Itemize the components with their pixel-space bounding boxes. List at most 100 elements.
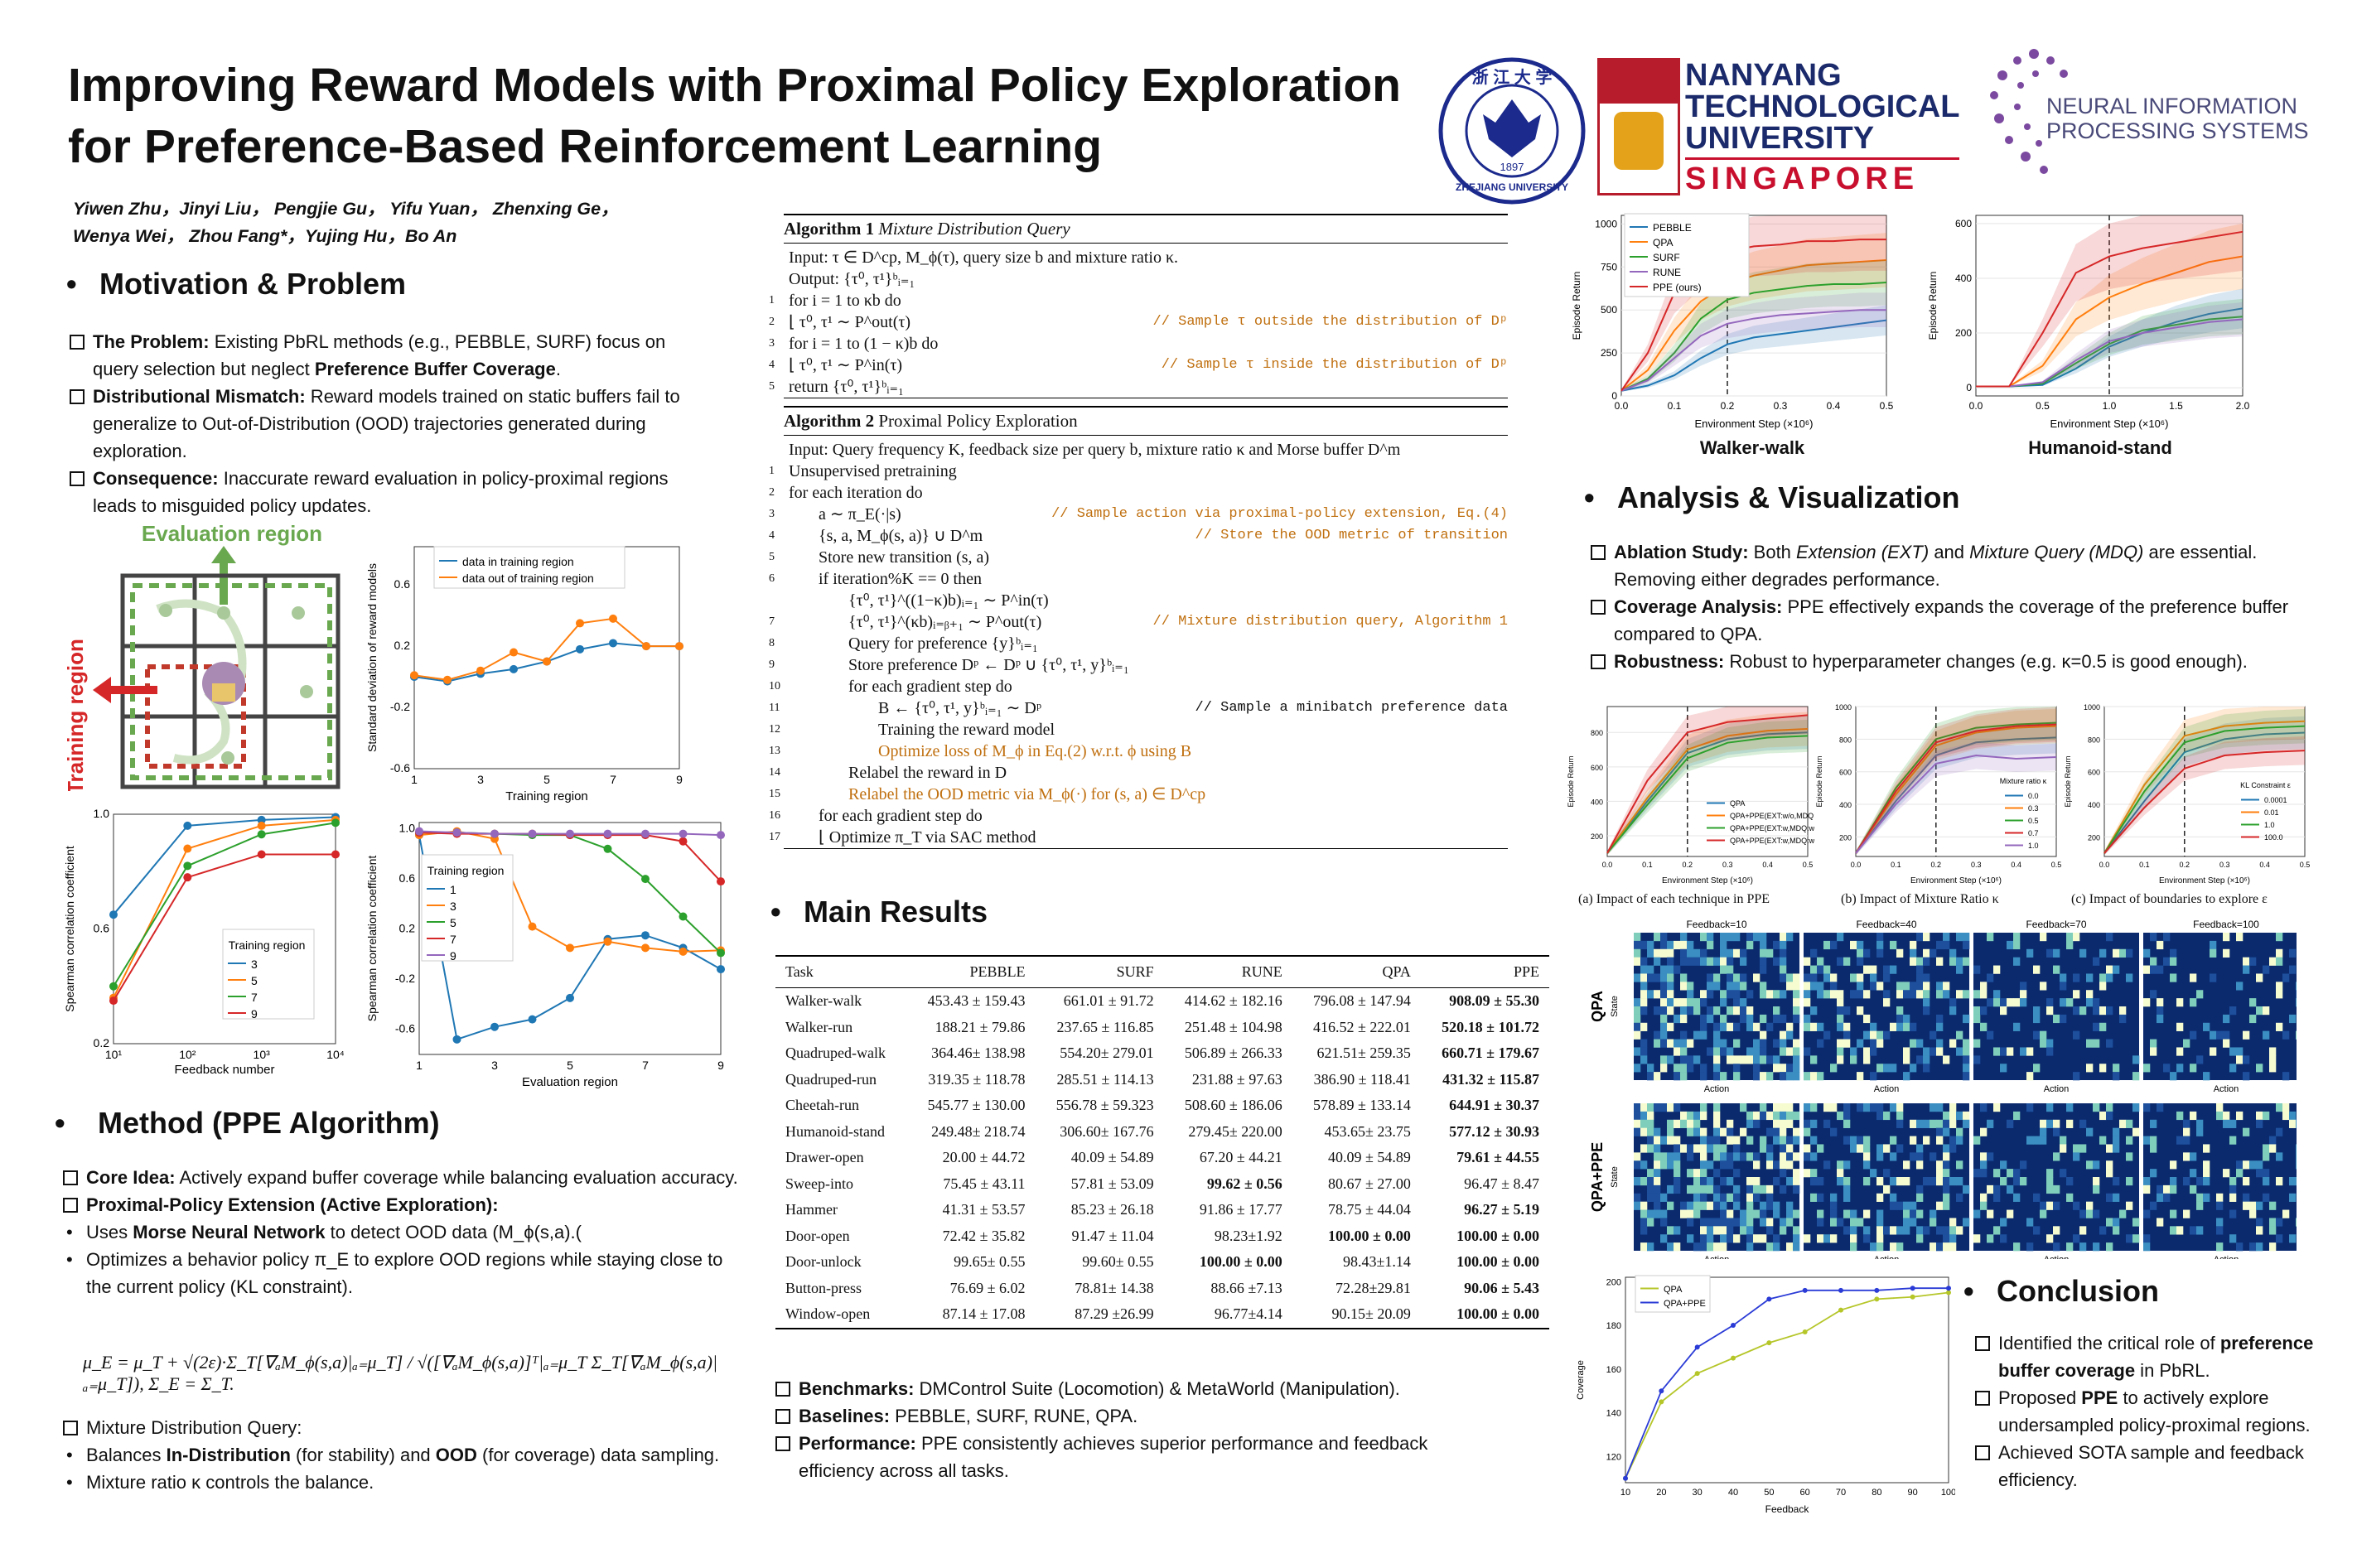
data-point — [717, 965, 725, 974]
series-line — [1855, 723, 2057, 854]
results-notes: Benchmarks: DMControl Suite (Locomotion)… — [775, 1375, 1488, 1484]
x-tick-label: 0.1 — [1668, 400, 1682, 412]
table-cell: 431.32 ± 115.87 — [1442, 1070, 1539, 1088]
heatmap-panel — [1634, 933, 1800, 1081]
algo-line: 9 Store preference Dᵖ ← Dᵖ ∪ {τ⁰, τ¹, y}ᵇ… — [769, 654, 1508, 676]
legend-entry: 9 — [251, 1007, 258, 1020]
heatmap-title: Feedback=10 — [1686, 919, 1746, 930]
x-tick-label: 2.0 — [2236, 400, 2249, 412]
data-point — [1802, 1287, 1808, 1293]
table-cell: Door-unlock — [785, 1253, 862, 1271]
algo-line: 2 for each iteration do — [769, 482, 1508, 504]
mdq-label: Mixture Distribution Query: — [86, 1417, 302, 1438]
data-point — [331, 850, 340, 859]
line-text: {τ⁰, τ¹}^(κb)ᵢ₌ᵦ₊₁ ∼ P^out(τ) — [848, 613, 1042, 631]
series-line — [1606, 735, 1809, 854]
legend-entry: 0.3 — [2028, 804, 2039, 813]
confidence-band — [1607, 716, 1808, 856]
algorithm-1: Algorithm 1 Mixture Distribution Query I… — [769, 214, 1508, 398]
y-tick-label: 0 — [1611, 390, 1617, 402]
humanoid-stand-chart: 0.0 0.5 1.0 1.5 2.0 0 200 400 600 Environment Ste… — [1927, 215, 2249, 430]
x-tick-label: 0.4 — [2011, 861, 2021, 869]
heatmap-xlabel: Action — [1704, 1084, 1730, 1094]
data-point — [257, 821, 266, 830]
x-tick-label: 0.2 — [1683, 861, 1693, 869]
humanoid-stand-label: Humanoid-stand — [2028, 437, 2172, 458]
heatmap-xlabel: Action — [2214, 1255, 2239, 1259]
table-cell: 285.51 ± 114.13 — [1056, 1070, 1154, 1088]
algo-line: 11 B ← {τ⁰, τ¹, y}ᵇᵢ₌₁ ∼ Dᵖ // Sample a mi… — [769, 697, 1508, 719]
heatmap-panel — [1973, 1103, 2140, 1252]
item-label: The Problem: — [93, 331, 210, 352]
walker-walk-chart: 0.0 0.1 0.2 0.3 0.4 0.5 0 250 500 750 1000 Environm… — [1571, 213, 1893, 430]
line-text: for each gradient step do — [848, 678, 1012, 696]
confidence-band — [1607, 707, 1808, 856]
item-label: Consequence: — [93, 468, 219, 489]
algorithm-2-lines: Input: Query frequency K, feedback size … — [769, 436, 1508, 849]
x-tick-label: 7 — [642, 1059, 649, 1072]
x-tick-label: 0.2 — [2180, 861, 2190, 869]
table-cell: 90.15± 20.09 — [1331, 1305, 1411, 1323]
y-tick-label: 0.6 — [394, 577, 411, 591]
line-number: 4 — [769, 529, 775, 542]
legend-entry: 3 — [251, 958, 258, 971]
data-point — [717, 948, 725, 958]
y-tick-label: 500 — [1601, 304, 1617, 316]
table-cell: 99.62 ± 0.56 — [1206, 1175, 1282, 1192]
table-row: Walker-walk 453.43 ± 159.43 661.01 ± 91.72… — [775, 988, 1549, 1015]
data-point — [109, 910, 118, 919]
legend-entry: QPA+PPE(EXT:w,MDQ:w/o) — [1730, 824, 1814, 832]
method-bullet: • Mixture ratio κ controls the balance. — [66, 1472, 374, 1493]
y-tick-label: 1000 — [2084, 703, 2100, 712]
section-heading-conclusion: • Conclusion — [1963, 1274, 2159, 1308]
data-point — [257, 850, 266, 859]
table-cell: 80.67 ± 27.00 — [1327, 1175, 1411, 1192]
x-tick-label: 0.1 — [1891, 861, 1901, 869]
motivation-item: The Problem: Existing PbRL methods (e.g.… — [70, 328, 699, 383]
legend-title: Mixture ratio κ — [2000, 777, 2047, 785]
y-axis-label: Episode Return — [1571, 272, 1582, 340]
x-tick-label: 0.0 — [1602, 861, 1613, 869]
neurips-flower-icon — [1990, 49, 2068, 174]
x-tick-label: 9 — [717, 1059, 724, 1072]
series-line — [1606, 731, 1809, 854]
line-text: if iteration%K == 0 then — [819, 570, 982, 588]
confidence-band — [1856, 721, 2056, 856]
series-line — [1606, 728, 1809, 854]
algorithm-1-lines: Input: τ ∈ D^cp, M_ϕ(τ), query size b an… — [769, 244, 1508, 398]
x-tick-label: 0.5 — [2051, 861, 2062, 869]
x-tick-label: 0.0 — [1969, 400, 1983, 412]
item-tail: . — [555, 359, 561, 379]
table-cell: 364.46± 138.98 — [931, 1045, 1026, 1062]
x-tick-label: 100 — [1941, 1488, 1955, 1498]
table-cell: 508.60 ± 186.06 — [1184, 1097, 1282, 1114]
x-tick-label: 70 — [1836, 1488, 1846, 1498]
column-header: RUNE — [1163, 956, 1292, 988]
algo-line: 4 {s, a, M_ϕ(s, a)} ∪ D^m // Store the OOD… — [769, 525, 1508, 547]
y-tick-label: 1.0 — [94, 808, 110, 820]
line-number: 15 — [769, 788, 780, 800]
y-tick-label: 200 — [2088, 833, 2100, 842]
data-point — [1802, 1329, 1808, 1334]
conclusion-item: Proposed PPE to actively explore undersa… — [1975, 1384, 2340, 1439]
table-cell: 99.60± 0.55 — [1082, 1253, 1154, 1271]
legend-entry: data in training region — [462, 555, 574, 568]
table-cell: Humanoid-stand — [785, 1122, 885, 1140]
table-cell: 100.00 ± 0.00 — [1456, 1227, 1539, 1244]
motivation-list: The Problem: Existing PbRL methods (e.g.… — [70, 328, 699, 519]
data-point — [490, 829, 499, 838]
algo-line: 8 Query for preference {y}ᵇᵢ₌₁ — [769, 633, 1508, 654]
y-axis-label: Standard deviation of reward models — [365, 563, 379, 752]
algo-title-bold: Algorithm 2 — [784, 411, 875, 431]
item-label: Robustness: — [1614, 651, 1725, 672]
bullet-text: Optimizes a behavior policy π_E to explo… — [86, 1249, 723, 1297]
item-label: Coverage Analysis: — [1614, 596, 1783, 617]
table-row: Drawer-open 20.00 ± 44.72 40.09 ± 54.89 67.… — [775, 1145, 1549, 1171]
x-tick-label: 80 — [1872, 1488, 1881, 1498]
y-tick-label: 0.2 — [399, 922, 416, 935]
table-cell: 796.08 ± 147.94 — [1312, 992, 1411, 1010]
x-tick-label: 0.1 — [2139, 861, 2150, 869]
arrow-up-icon — [211, 546, 236, 563]
table-cell: 96.27 ± 5.19 — [1464, 1201, 1539, 1218]
data-point — [1659, 1399, 1664, 1405]
